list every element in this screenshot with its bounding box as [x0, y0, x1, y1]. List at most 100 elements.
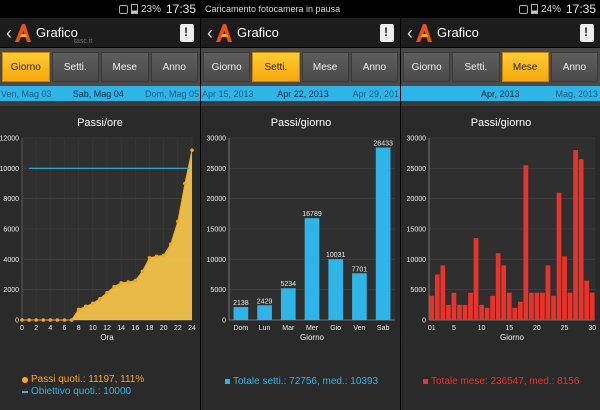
legend-dot-icon: [22, 376, 28, 383]
app-bar: ‹ Grafico: [201, 18, 400, 48]
bar: [545, 265, 551, 320]
chart-title: Passi/ore: [77, 117, 123, 129]
bar: [429, 295, 435, 320]
bar: [562, 256, 567, 320]
battery-icon: [530, 4, 538, 14]
steps-point: [176, 219, 180, 224]
app-title: Grafico: [237, 25, 279, 40]
bar: [567, 292, 573, 320]
bar: [523, 165, 529, 320]
legend-goal: Obiettivo quoti.: 10000: [0, 386, 200, 397]
bar-data-label: 28433: [373, 141, 393, 148]
bar: [434, 274, 440, 320]
info-icon[interactable]: [180, 23, 194, 42]
steps-point: [105, 290, 109, 295]
prev-date[interactable]: Apr 15, 2013: [202, 88, 254, 99]
chart-title: Passi/giorno: [270, 117, 332, 129]
steps-point: [76, 307, 81, 312]
next-date[interactable]: Mag, 2013: [555, 88, 598, 99]
x-tick-label: 25: [561, 325, 569, 332]
bar: [479, 304, 484, 320]
steps-area: [22, 150, 192, 320]
clock: 17:35: [165, 2, 196, 16]
tab-giorno[interactable]: Giorno: [203, 52, 251, 82]
x-tick-label: 0: [20, 325, 24, 332]
steps-point: [183, 181, 187, 186]
tab-giorno[interactable]: Giorno: [403, 52, 451, 82]
x-tick-label: 24: [188, 325, 196, 332]
tab-anno[interactable]: Anno: [550, 52, 598, 82]
tab-mese[interactable]: Mese: [101, 52, 149, 82]
legend-week-total: Totale setti.: 72756, med.: 10393: [201, 376, 400, 387]
bar: [457, 304, 462, 320]
prev-date[interactable]: Ven, Mag 03: [1, 88, 52, 99]
x-tick-label: Ven: [353, 325, 365, 332]
tab-mese[interactable]: Mese: [501, 52, 549, 82]
back-chevron-icon[interactable]: ‹: [407, 22, 413, 43]
y-tick-label: 8000: [3, 196, 19, 203]
next-date[interactable]: Dom, Mag 05: [144, 88, 199, 99]
wifi-icon: [518, 4, 528, 14]
x-tick-label: 4: [48, 325, 52, 332]
app-title: Grafico: [36, 25, 78, 40]
bar: [495, 253, 501, 320]
bar: [257, 305, 272, 320]
bar: [529, 292, 534, 320]
y-tick-label: 2000: [3, 287, 19, 294]
steps-point: [41, 318, 46, 322]
tab-anno[interactable]: Anno: [150, 52, 198, 82]
bar: [578, 159, 584, 320]
x-tick-label: 2: [34, 325, 38, 332]
y-tick-label: 15000: [407, 227, 427, 234]
back-chevron-icon[interactable]: ‹: [6, 22, 12, 43]
weekly-steps-chart: 0 5000 10000 15000 20000 25000 30000 2138 Dom 242…: [207, 136, 395, 342]
bar-data-label: 5234: [280, 281, 296, 288]
legend-steps-text: Passi quoti.: 11197, 111%: [31, 374, 145, 385]
panel-week: Caricamento fotocamera in pausa ‹ Grafic…: [200, 0, 400, 410]
info-icon[interactable]: [580, 23, 594, 42]
legend-square-icon: [225, 379, 230, 384]
bar-data-label: 16789: [302, 211, 322, 218]
clock: 17:35: [565, 2, 596, 16]
x-tick-label: Mer: [306, 325, 319, 332]
x-tick-label: Sab: [377, 325, 390, 332]
current-date: Apr 22, 2013: [277, 88, 329, 99]
legend: Totale setti.: 72756, med.: 10393: [201, 376, 400, 387]
bar-data-label: 7701: [352, 266, 368, 273]
bar: [468, 292, 473, 320]
bar: [451, 292, 457, 320]
steps-point: [91, 301, 95, 306]
info-icon[interactable]: [380, 23, 394, 42]
next-date[interactable]: Apr 29, 201: [352, 88, 399, 99]
x-axis-label: Ora: [100, 333, 114, 342]
x-tick-label: 12: [103, 325, 111, 332]
bar: [512, 307, 518, 320]
x-axis-label: Giorno: [300, 333, 325, 342]
y-tick-label: 10000: [0, 166, 19, 173]
legend: Totale mese: 236547, med.: 8156: [401, 376, 600, 387]
bar: [280, 288, 296, 320]
legend-steps: Passi quoti.: 11197, 111%: [0, 374, 200, 385]
tab-anno[interactable]: Anno: [350, 52, 398, 82]
y-tick-label: 25000: [407, 166, 427, 173]
tab-settimana[interactable]: Setti.: [452, 52, 500, 82]
wifi-icon: [118, 4, 128, 14]
bar: [534, 292, 540, 320]
tab-mese[interactable]: Mese: [301, 52, 349, 82]
status-bar: 23% 17:35: [0, 0, 200, 18]
tab-settimana[interactable]: Setti.: [51, 52, 99, 82]
steps-point: [83, 304, 88, 309]
app-logo-icon: [416, 23, 432, 42]
back-chevron-icon[interactable]: ‹: [207, 22, 213, 43]
watermark: tasc.it: [74, 38, 93, 45]
bar: [589, 292, 595, 320]
x-tick-label: Mar: [282, 325, 295, 332]
bar: [540, 292, 545, 320]
date-navigator: Apr, 2013 Mag, 2013: [401, 86, 600, 101]
status-notification: Caricamento fotocamera in pausa: [205, 4, 341, 14]
y-tick-label: 10000: [207, 257, 227, 264]
tab-settimana[interactable]: Setti.: [252, 52, 300, 82]
bar-data-label: 2429: [257, 298, 273, 305]
tab-giorno[interactable]: Giorno: [2, 52, 50, 82]
